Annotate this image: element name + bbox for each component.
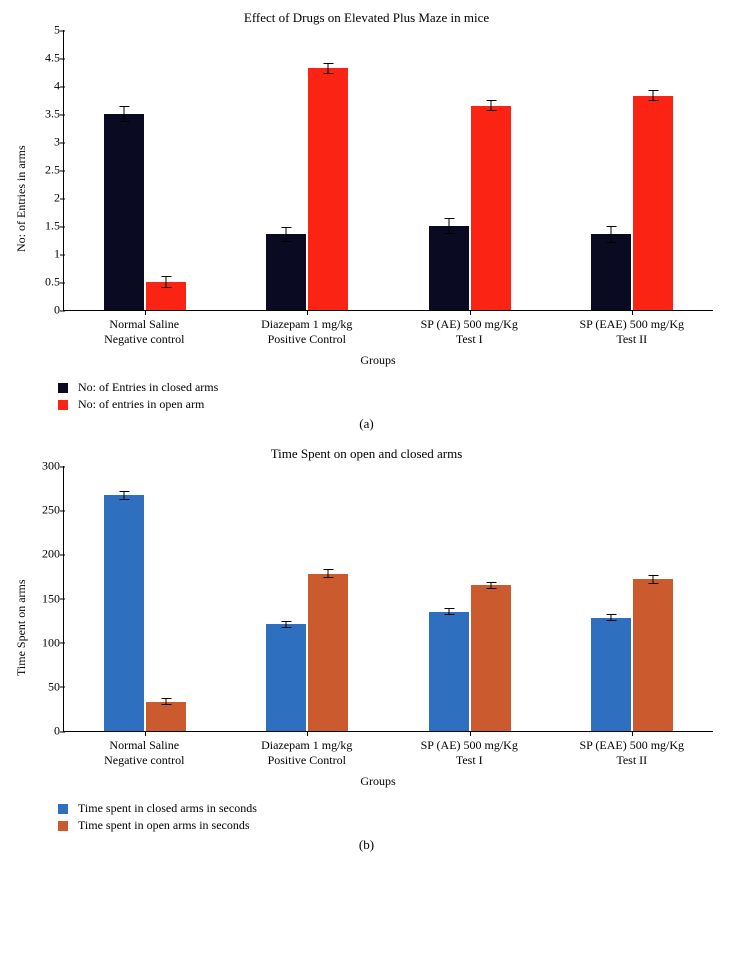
chart-a-errorbar <box>286 227 287 242</box>
chart-a-xlabel: Diazepam 1 mg/kgPositive Control <box>226 311 389 347</box>
chart-a-bar-open <box>308 68 348 310</box>
chart-a-bar-open <box>633 96 673 310</box>
chart-a-title: Effect of Drugs on Elevated Plus Maze in… <box>10 10 723 26</box>
chart-a-xlabels: Normal SalineNegative controlDiazepam 1 … <box>63 311 713 347</box>
chart-b-bar-closed <box>429 612 469 731</box>
chart-b-errorbar <box>166 698 167 705</box>
chart-b-errorbar <box>124 491 125 500</box>
chart-a-ytick: 4.5 <box>30 51 60 66</box>
chart-b-ytick: 150 <box>30 591 60 606</box>
chart-a-ytick: 3 <box>30 135 60 150</box>
chart-b-bar-closed <box>266 624 306 731</box>
chart-b-groups <box>64 466 713 731</box>
chart-a-ytick: 4 <box>30 79 60 94</box>
chart-b-title: Time Spent on open and closed arms <box>10 446 723 462</box>
chart-a-errorbar <box>490 100 491 111</box>
chart-b-legend-item: Time spent in closed arms in seconds <box>58 801 723 816</box>
chart-b-errorbar <box>448 608 449 615</box>
chart-b-ytick: 250 <box>30 503 60 518</box>
chart-b-xlabel: SP (AE) 500 mg/KgTest I <box>388 732 551 768</box>
chart-b-ytick: 300 <box>30 459 60 474</box>
chart-a-legend: No: of Entries in closed arms No: of entr… <box>58 380 723 412</box>
chart-a-bar-closed <box>104 114 144 310</box>
chart-a-errorbar <box>652 90 653 101</box>
chart-b-ytick: 200 <box>30 547 60 562</box>
chart-a-errorbar <box>124 106 125 123</box>
chart-b-sublabel: (b) <box>10 837 723 853</box>
chart-b-bar-open <box>146 702 186 731</box>
chart-a-errorbar <box>610 226 611 243</box>
legend-swatch <box>58 804 68 814</box>
chart-b-legend: Time spent in closed arms in seconds Time… <box>58 801 723 833</box>
chart-a-errorbar <box>166 276 167 287</box>
chart-a-ytick: 3.5 <box>30 107 60 122</box>
chart-a-ytick: 1 <box>30 247 60 262</box>
legend-label: Time spent in closed arms in seconds <box>78 801 257 816</box>
legend-label: Time spent in open arms in seconds <box>78 818 250 833</box>
chart-a-ytick: 0.5 <box>30 275 60 290</box>
chart-a-xlabel: Groups <box>33 353 723 368</box>
chart-a-legend-item: No: of entries in open arm <box>58 397 723 412</box>
chart-a-errorbar <box>328 63 329 74</box>
chart-b-errorbar <box>490 582 491 589</box>
chart-a-bar-closed <box>429 226 469 310</box>
legend-swatch <box>58 383 68 393</box>
chart-b-legend-item: Time spent in open arms in seconds <box>58 818 723 833</box>
chart-b-ytick: 0 <box>30 724 60 739</box>
chart-a-ytick: 5 <box>30 23 60 38</box>
chart-a-group <box>389 30 551 310</box>
chart-b-errorbar <box>610 614 611 621</box>
chart-b-xlabels: Normal SalineNegative controlDiazepam 1 … <box>63 732 713 768</box>
chart-b-group <box>551 466 713 731</box>
chart-b-xlabel: Groups <box>33 774 723 789</box>
chart-b-group <box>64 466 226 731</box>
legend-swatch <box>58 400 68 410</box>
chart-b-xlabel: Normal SalineNegative control <box>63 732 226 768</box>
chart-b-outer: Time Spent on arms 050100150200250300 No… <box>10 466 723 789</box>
chart-b-box: 050100150200250300 Normal SalineNegative… <box>33 466 723 789</box>
chart-a-sublabel: (a) <box>10 416 723 432</box>
chart-b-xlabel: SP (EAE) 500 mg/KgTest II <box>551 732 714 768</box>
chart-a-box: 00.511.522.533.544.55 Normal SalineNegat… <box>33 30 723 368</box>
chart-a-axis-area: 00.511.522.533.544.55 <box>63 30 713 311</box>
chart-b-errorbar <box>328 569 329 578</box>
chart-b-group <box>226 466 388 731</box>
chart-a-bar-open <box>471 106 511 310</box>
chart-a-outer: No: of Entries in arms 00.511.522.533.54… <box>10 30 723 368</box>
legend-label: No: of entries in open arm <box>78 397 204 412</box>
chart-a-bar-closed <box>591 234 631 310</box>
chart-b-bar-closed <box>104 495 144 731</box>
chart-a-legend-item: No: of Entries in closed arms <box>58 380 723 395</box>
chart-a-groups <box>64 30 713 310</box>
chart-a-xlabel: Normal SalineNegative control <box>63 311 226 347</box>
chart-a-ytick: 2 <box>30 191 60 206</box>
chart-a-ytick: 2.5 <box>30 163 60 178</box>
chart-b-bar-open <box>471 585 511 731</box>
chart-a-group <box>226 30 388 310</box>
chart-a-group <box>551 30 713 310</box>
chart-b-bar-open <box>633 579 673 731</box>
chart-b-group <box>389 466 551 731</box>
chart-a-xlabel: SP (EAE) 500 mg/KgTest II <box>551 311 714 347</box>
chart-b-axis-area: 050100150200250300 <box>63 466 713 732</box>
chart-b-xlabel: Diazepam 1 mg/kgPositive Control <box>226 732 389 768</box>
chart-b-ytick: 50 <box>30 679 60 694</box>
panel-b: Time Spent on open and closed arms Time … <box>10 446 723 853</box>
chart-a-xlabel: SP (AE) 500 mg/KgTest I <box>388 311 551 347</box>
chart-a-bar-open <box>146 282 186 310</box>
chart-a-ytick: 1.5 <box>30 219 60 234</box>
chart-a-bar-closed <box>266 234 306 310</box>
chart-a-errorbar <box>448 218 449 235</box>
legend-swatch <box>58 821 68 831</box>
chart-b-bar-open <box>308 574 348 731</box>
chart-b-errorbar <box>652 575 653 584</box>
chart-a-ytick: 0 <box>30 303 60 318</box>
panel-a: Effect of Drugs on Elevated Plus Maze in… <box>10 10 723 432</box>
chart-b-ytick: 100 <box>30 635 60 650</box>
legend-label: No: of Entries in closed arms <box>78 380 218 395</box>
chart-b-errorbar <box>286 621 287 628</box>
chart-b-bar-closed <box>591 618 631 731</box>
chart-a-group <box>64 30 226 310</box>
